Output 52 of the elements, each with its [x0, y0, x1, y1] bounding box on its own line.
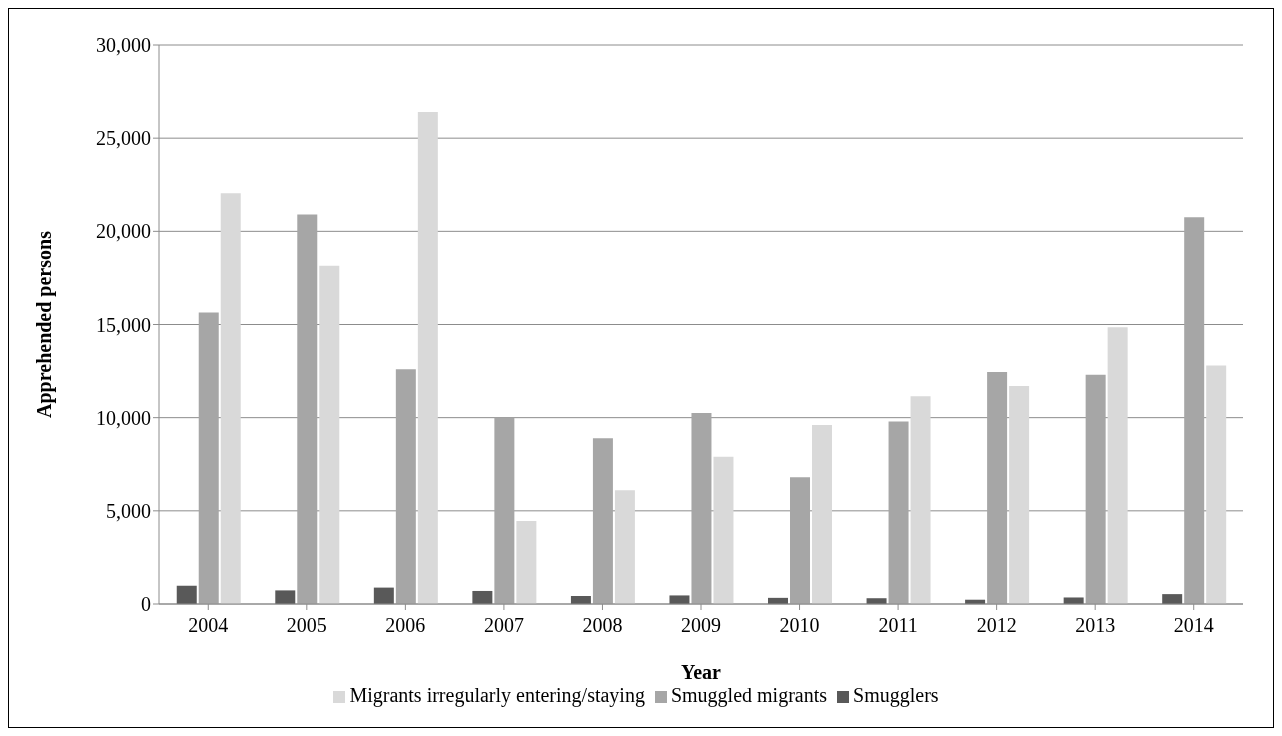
legend-label: Smuggled migrants: [670, 684, 828, 706]
y-axis-title: Apprehended persons: [33, 230, 57, 418]
bar: [220, 193, 241, 604]
bar: [1085, 374, 1106, 604]
y-tick-label: 10,000: [96, 406, 151, 429]
x-tick-label: 2008: [582, 614, 623, 637]
bar: [987, 372, 1008, 604]
x-tick-label: 2004: [188, 614, 229, 637]
bar: [516, 521, 537, 604]
y-tick-label: 15,000: [96, 313, 151, 336]
bar: [373, 587, 394, 604]
bar: [1206, 365, 1227, 604]
bar: [417, 112, 438, 604]
bar: [297, 214, 318, 604]
y-tick-label: 5,000: [106, 499, 151, 522]
y-tick-label: 25,000: [96, 127, 151, 150]
bar: [669, 595, 690, 604]
legend-label: Smugglers: [853, 684, 939, 706]
bar: [910, 396, 931, 604]
x-axis-title: Year: [681, 661, 722, 683]
bar: [1184, 217, 1205, 604]
x-tick-label: 2006: [385, 614, 426, 637]
y-tick-label: 0: [141, 593, 151, 616]
x-tick-label: 2005: [286, 614, 327, 637]
bar: [319, 265, 340, 604]
y-tick-label: 20,000: [96, 220, 151, 243]
bar: [275, 590, 296, 604]
bar: [198, 312, 219, 604]
bar: [1107, 327, 1128, 604]
bar: [691, 413, 712, 604]
bar: [1162, 594, 1183, 604]
bar: [472, 590, 493, 604]
x-tick-label: 2007: [483, 614, 524, 637]
x-tick-label: 2010: [779, 614, 820, 637]
bar: [176, 585, 197, 604]
bar: [395, 369, 416, 604]
x-tick-label: 2009: [681, 614, 721, 637]
bar: [888, 421, 909, 604]
y-tick-label: 30,000: [96, 34, 151, 57]
bar: [592, 438, 613, 604]
x-tick-label: 2011: [878, 614, 918, 637]
bar: [494, 417, 515, 604]
bar: [1063, 597, 1084, 604]
bar: [790, 477, 811, 604]
x-tick-label: 2013: [1075, 614, 1116, 637]
bar: [713, 456, 734, 604]
legend-label: Migrants irregularly entering/staying: [349, 684, 645, 706]
bar: [1009, 385, 1030, 604]
x-tick-label: 2012: [976, 614, 1017, 637]
x-tick-label: 2014: [1173, 614, 1214, 637]
bar: [812, 425, 833, 604]
bar: [614, 490, 635, 604]
